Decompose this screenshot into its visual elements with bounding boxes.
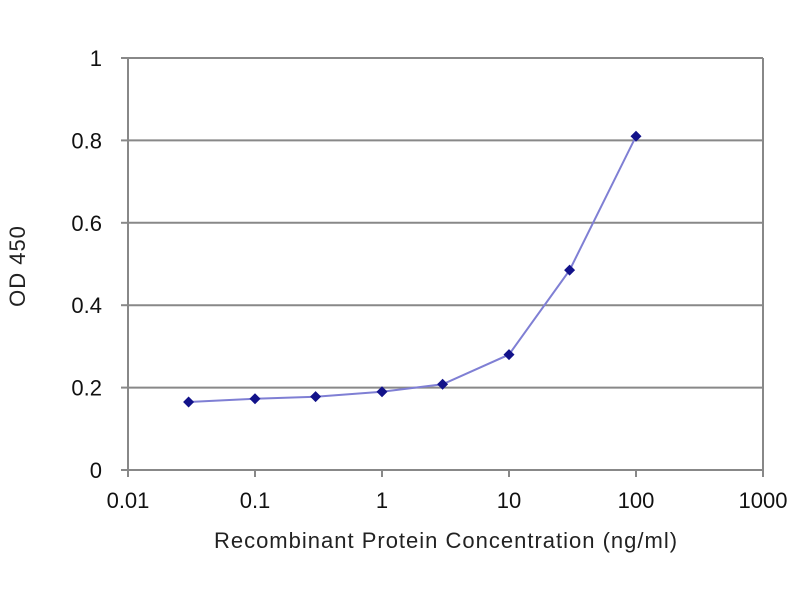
x-axis-title: Recombinant Protein Concentration (ng/ml… [214, 528, 678, 553]
data-point [564, 264, 576, 276]
axes [121, 57, 764, 477]
data-point [249, 393, 261, 405]
data-point [376, 386, 388, 398]
y-tick-labels: 0 0.2 0.4 0.6 0.8 1 [71, 46, 102, 483]
data-point [310, 391, 322, 403]
y-tick-label: 0.4 [71, 293, 102, 318]
y-tick-label: 0.6 [71, 211, 102, 236]
x-tick-label: 0.1 [240, 488, 271, 513]
series-line [188, 135, 637, 403]
data-point [503, 349, 515, 361]
data-point [183, 396, 195, 408]
x-tick-label: 100 [618, 488, 655, 513]
x-tick-label: 0.01 [107, 488, 150, 513]
y-tick-label: 0 [90, 458, 102, 483]
y-tick-label: 0.2 [71, 376, 102, 401]
y-tick-label: 1 [90, 46, 102, 71]
y-tick-label: 0.8 [71, 128, 102, 153]
gridlines [128, 57, 764, 470]
data-point [437, 378, 449, 390]
x-tick-label: 1 [376, 488, 388, 513]
series-layer [183, 130, 642, 408]
x-tick-label: 10 [497, 488, 521, 513]
x-tick-label: 1000 [739, 488, 788, 513]
x-tick-labels: 0.01 0.1 1 10 100 1000 [107, 488, 788, 513]
y-axis-title: OD 450 [5, 225, 30, 307]
data-point [630, 130, 642, 142]
